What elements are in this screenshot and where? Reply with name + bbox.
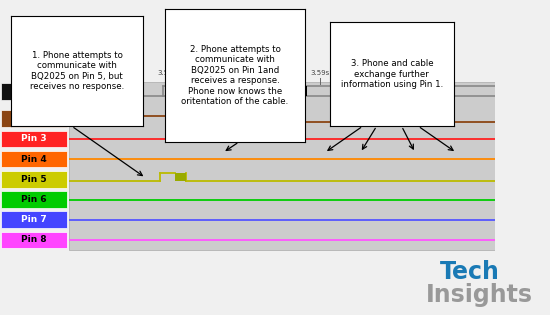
Text: Insights: Insights (426, 284, 534, 307)
Text: 1. Phone attempts to
communicate with
BQ2025 on Pin 5, but
receives no response.: 1. Phone attempts to communicate with BQ… (30, 51, 124, 91)
Text: Pin 3: Pin 3 (21, 135, 46, 143)
Text: 3.59s: 3.59s (234, 70, 253, 76)
Bar (1, 232, 67, 248)
Bar (403, 86, 431, 96)
Text: 3. Phone and cable
exchange further
information using Pin 1.: 3. Phone and cable exchange further info… (341, 59, 443, 89)
Text: Tech: Tech (440, 260, 500, 284)
Bar (1, 171, 67, 188)
Text: 3.58s: 3.58s (157, 70, 177, 76)
Bar (1, 191, 67, 208)
Bar (1, 211, 67, 228)
Text: Pin 1: Pin 1 (21, 87, 46, 96)
Text: 2. Phone attempts to
communicate with
BQ2025 on Pin 1and
receives a response.
Ph: 2. Phone attempts to communicate with BQ… (182, 45, 289, 106)
Bar (235, 86, 256, 96)
Text: Pin 5: Pin 5 (21, 175, 46, 184)
Bar (342, 86, 367, 96)
Text: 3.6s: 3.6s (411, 70, 426, 76)
Bar (1, 151, 67, 168)
Bar (175, 173, 186, 181)
Text: Pin 2: Pin 2 (21, 114, 46, 123)
Text: 3.59s: 3.59s (311, 70, 330, 76)
Bar (1, 110, 67, 127)
Text: Pin 4: Pin 4 (21, 155, 46, 163)
Text: Pin 6: Pin 6 (21, 195, 46, 204)
Bar (69, 82, 495, 249)
Bar (1, 130, 67, 147)
Bar (178, 86, 201, 96)
Bar (1, 83, 67, 100)
Bar (286, 86, 307, 96)
Text: Pin 7: Pin 7 (21, 215, 46, 224)
Text: Pin 8: Pin 8 (21, 235, 46, 244)
